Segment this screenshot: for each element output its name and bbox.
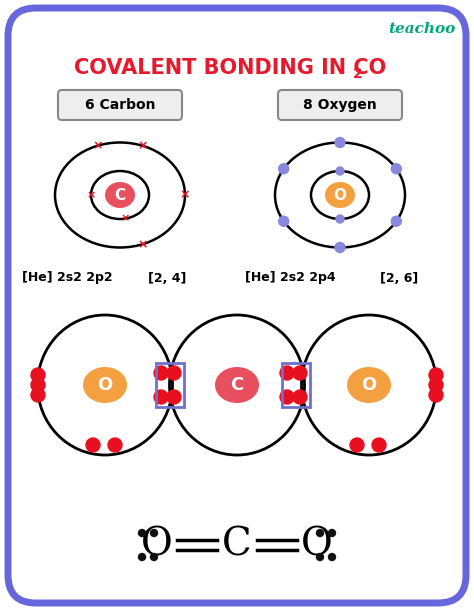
Circle shape <box>350 438 364 452</box>
Circle shape <box>429 378 443 392</box>
Circle shape <box>335 243 345 252</box>
Circle shape <box>138 530 146 536</box>
Text: teachoo: teachoo <box>389 22 456 36</box>
Text: O: O <box>141 527 173 563</box>
FancyBboxPatch shape <box>8 8 466 603</box>
Circle shape <box>167 390 181 404</box>
Ellipse shape <box>215 367 259 403</box>
Text: C: C <box>230 376 244 394</box>
Circle shape <box>336 167 344 175</box>
Circle shape <box>335 137 345 147</box>
Circle shape <box>108 438 122 452</box>
Ellipse shape <box>83 367 127 403</box>
Text: [He] 2s2 2p4: [He] 2s2 2p4 <box>245 271 336 285</box>
Circle shape <box>86 438 100 452</box>
Circle shape <box>279 164 289 174</box>
Circle shape <box>392 164 401 174</box>
Circle shape <box>280 390 294 404</box>
Bar <box>156 363 184 407</box>
Text: C: C <box>222 527 252 563</box>
Text: 2: 2 <box>353 67 363 81</box>
Text: ×: × <box>120 214 130 224</box>
Text: ×: × <box>86 190 96 200</box>
Circle shape <box>328 530 336 536</box>
Circle shape <box>429 388 443 402</box>
Circle shape <box>317 554 323 560</box>
Circle shape <box>279 216 289 226</box>
Circle shape <box>31 378 45 392</box>
Text: COVALENT BONDING IN CO: COVALENT BONDING IN CO <box>74 58 386 78</box>
Text: O: O <box>97 376 113 394</box>
Text: ×: × <box>92 139 103 152</box>
Text: 8 Oxygen: 8 Oxygen <box>303 98 377 112</box>
Circle shape <box>31 388 45 402</box>
Text: 6 Carbon: 6 Carbon <box>85 98 155 112</box>
Circle shape <box>280 366 294 380</box>
Circle shape <box>31 368 45 382</box>
Circle shape <box>429 368 443 382</box>
Circle shape <box>151 530 157 536</box>
Circle shape <box>167 366 181 380</box>
FancyBboxPatch shape <box>58 90 182 120</box>
Bar <box>282 363 310 407</box>
Text: O: O <box>334 188 346 202</box>
Text: [2, 4]: [2, 4] <box>148 271 186 285</box>
Text: ×: × <box>137 238 147 251</box>
FancyBboxPatch shape <box>278 90 402 120</box>
Text: ×: × <box>137 139 147 152</box>
Circle shape <box>293 390 307 404</box>
Circle shape <box>317 530 323 536</box>
Text: ×: × <box>180 189 190 202</box>
Ellipse shape <box>347 367 391 403</box>
Circle shape <box>392 216 401 226</box>
Circle shape <box>138 554 146 560</box>
Circle shape <box>328 554 336 560</box>
Circle shape <box>336 215 344 223</box>
Circle shape <box>151 554 157 560</box>
Circle shape <box>154 390 168 404</box>
Circle shape <box>154 366 168 380</box>
Text: O: O <box>301 527 333 563</box>
Circle shape <box>372 438 386 452</box>
Ellipse shape <box>105 182 135 208</box>
Circle shape <box>293 366 307 380</box>
Text: [2, 6]: [2, 6] <box>380 271 418 285</box>
Text: [He] 2s2 2p2: [He] 2s2 2p2 <box>22 271 113 285</box>
Text: C: C <box>114 188 126 202</box>
Ellipse shape <box>325 182 355 208</box>
Text: O: O <box>361 376 377 394</box>
